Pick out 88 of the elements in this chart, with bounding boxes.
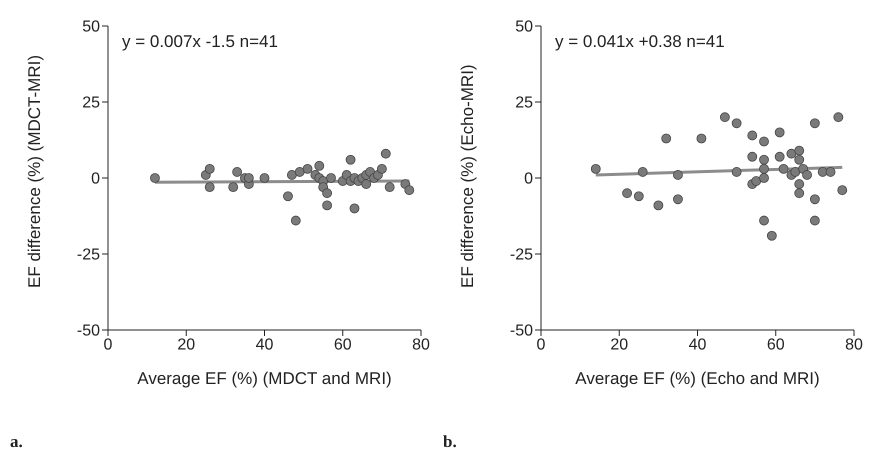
point xyxy=(634,191,644,202)
point xyxy=(346,154,356,165)
point xyxy=(810,118,820,128)
point xyxy=(673,194,683,204)
point xyxy=(766,230,777,241)
point xyxy=(759,164,769,174)
x-tick-label: 60 xyxy=(766,336,785,354)
point xyxy=(747,152,758,162)
point xyxy=(720,112,730,122)
point xyxy=(322,200,332,210)
point xyxy=(228,182,238,192)
point xyxy=(204,164,215,174)
point xyxy=(794,154,804,165)
point xyxy=(833,112,844,122)
point xyxy=(794,188,804,198)
point xyxy=(260,173,270,183)
point xyxy=(837,185,848,196)
point xyxy=(810,216,820,226)
point xyxy=(150,173,160,183)
y-tick-label: -50 xyxy=(510,322,534,340)
y-axis-title: EF difference (%) (MDCT-MRI) xyxy=(25,55,44,288)
y-tick-label: -25 xyxy=(76,246,100,264)
x-axis-title: Average EF (%) (MDCT and MRI) xyxy=(137,369,392,388)
point xyxy=(314,160,324,171)
point xyxy=(283,191,293,202)
point xyxy=(404,185,414,196)
point xyxy=(732,167,742,177)
point xyxy=(759,216,769,226)
point xyxy=(590,164,601,174)
point xyxy=(290,216,301,226)
point xyxy=(302,164,312,174)
point xyxy=(622,188,632,198)
annotation: y = 0.007x -1.5 n=41 xyxy=(122,32,278,52)
point xyxy=(810,194,820,204)
point xyxy=(326,173,336,183)
point xyxy=(759,173,769,183)
x-tick-label: 20 xyxy=(177,336,196,354)
y-tick-label: 50 xyxy=(82,18,100,36)
x-tick-label: 80 xyxy=(412,336,430,354)
y-tick-label: 0 xyxy=(91,170,100,188)
x-tick-label: 60 xyxy=(334,336,352,354)
x-tick-label: 40 xyxy=(256,336,274,354)
point xyxy=(232,167,242,177)
point xyxy=(286,170,297,180)
point xyxy=(774,127,785,138)
point xyxy=(350,203,360,214)
text: b. xyxy=(443,432,457,452)
point xyxy=(794,179,804,189)
point xyxy=(794,146,804,156)
x-tick-label: 80 xyxy=(845,336,863,354)
y-axis-title: EF difference (%) (Echo-MRI) xyxy=(458,64,478,288)
x-axis-title: Average EF (%) (Echo and MRI) xyxy=(575,369,820,388)
point xyxy=(774,152,785,162)
point xyxy=(380,148,391,159)
text: a. xyxy=(10,432,23,452)
point xyxy=(376,164,387,174)
point xyxy=(751,176,762,186)
point xyxy=(802,170,812,180)
y-tick-label: 50 xyxy=(515,18,534,36)
point xyxy=(673,170,683,180)
y-tick-label: 25 xyxy=(82,94,100,112)
point xyxy=(759,154,769,165)
annotation: y = 0.041x +0.38 n=41 xyxy=(555,32,725,52)
point xyxy=(204,182,215,192)
x-tick-label: 40 xyxy=(688,336,706,354)
y-tick-label: 25 xyxy=(515,94,534,112)
point xyxy=(322,188,332,198)
point xyxy=(653,200,664,210)
point xyxy=(294,167,305,177)
point xyxy=(778,164,788,174)
y-tick-label: -25 xyxy=(510,246,534,264)
y-tick-label: -50 xyxy=(76,322,100,340)
point xyxy=(790,167,800,177)
point xyxy=(696,134,706,144)
point xyxy=(638,167,648,177)
point xyxy=(361,179,372,189)
x-tick-label: 20 xyxy=(610,336,628,354)
point xyxy=(661,134,672,144)
point xyxy=(244,173,254,183)
x-tick-label: 0 xyxy=(104,336,113,354)
point xyxy=(747,130,758,140)
point xyxy=(826,167,836,177)
point xyxy=(759,136,769,146)
point xyxy=(786,148,796,159)
y-tick-label: 0 xyxy=(524,170,534,188)
point xyxy=(384,182,395,192)
x-tick-label: 0 xyxy=(536,336,546,354)
point xyxy=(732,118,742,128)
